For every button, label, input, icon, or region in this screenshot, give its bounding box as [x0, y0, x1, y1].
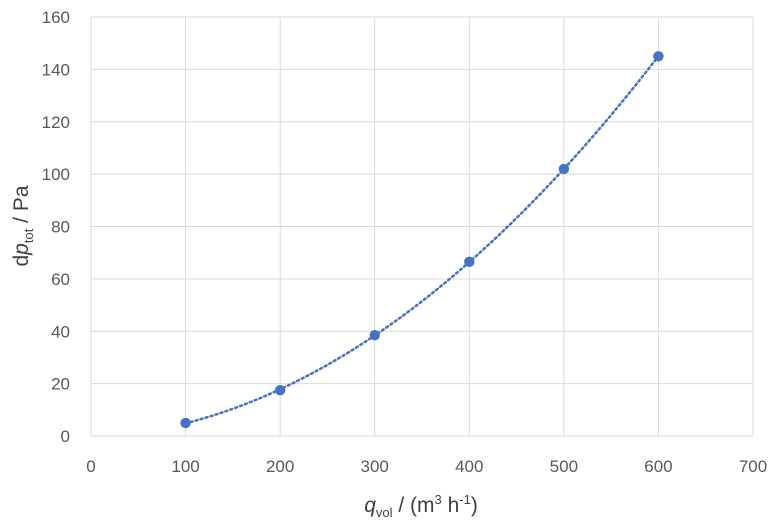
tick-labels: 0 20 40 60 80 100 120 140 160 0 100 200 300 400 500 600… [42, 8, 768, 476]
y-tick-label: 120 [42, 113, 70, 132]
y-tick-label: 40 [51, 322, 70, 341]
x-tick-label: 700 [739, 457, 767, 476]
data-point [180, 417, 191, 429]
x-tick-label: 100 [171, 457, 199, 476]
data-point [558, 163, 570, 175]
x-tick-label: 300 [361, 457, 389, 476]
y-tick-label: 80 [51, 218, 70, 237]
grid [90, 16, 754, 437]
x-tick-label: 500 [550, 457, 578, 476]
y-tick-label: 20 [51, 375, 70, 394]
x-tick-label: 400 [455, 457, 483, 476]
x-tick-label: 0 [86, 457, 95, 476]
y-tick-label: 160 [42, 8, 70, 27]
data-point [653, 51, 664, 62]
y-tick-label: 140 [42, 60, 70, 79]
data-point [274, 384, 286, 396]
y-tick-label: 60 [51, 270, 70, 289]
x-axis-title: qvol / (m3 h-1) [364, 492, 478, 520]
x-tick-label: 200 [266, 457, 294, 476]
y-axis-title: dptot / Pa [10, 185, 36, 266]
data-points [180, 51, 664, 429]
x-tick-label: 600 [644, 457, 672, 476]
data-point [464, 256, 475, 268]
data-point [369, 329, 380, 341]
y-tick-label: 100 [42, 165, 70, 184]
y-tick-label: 0 [61, 427, 70, 446]
trendline [184, 54, 660, 425]
